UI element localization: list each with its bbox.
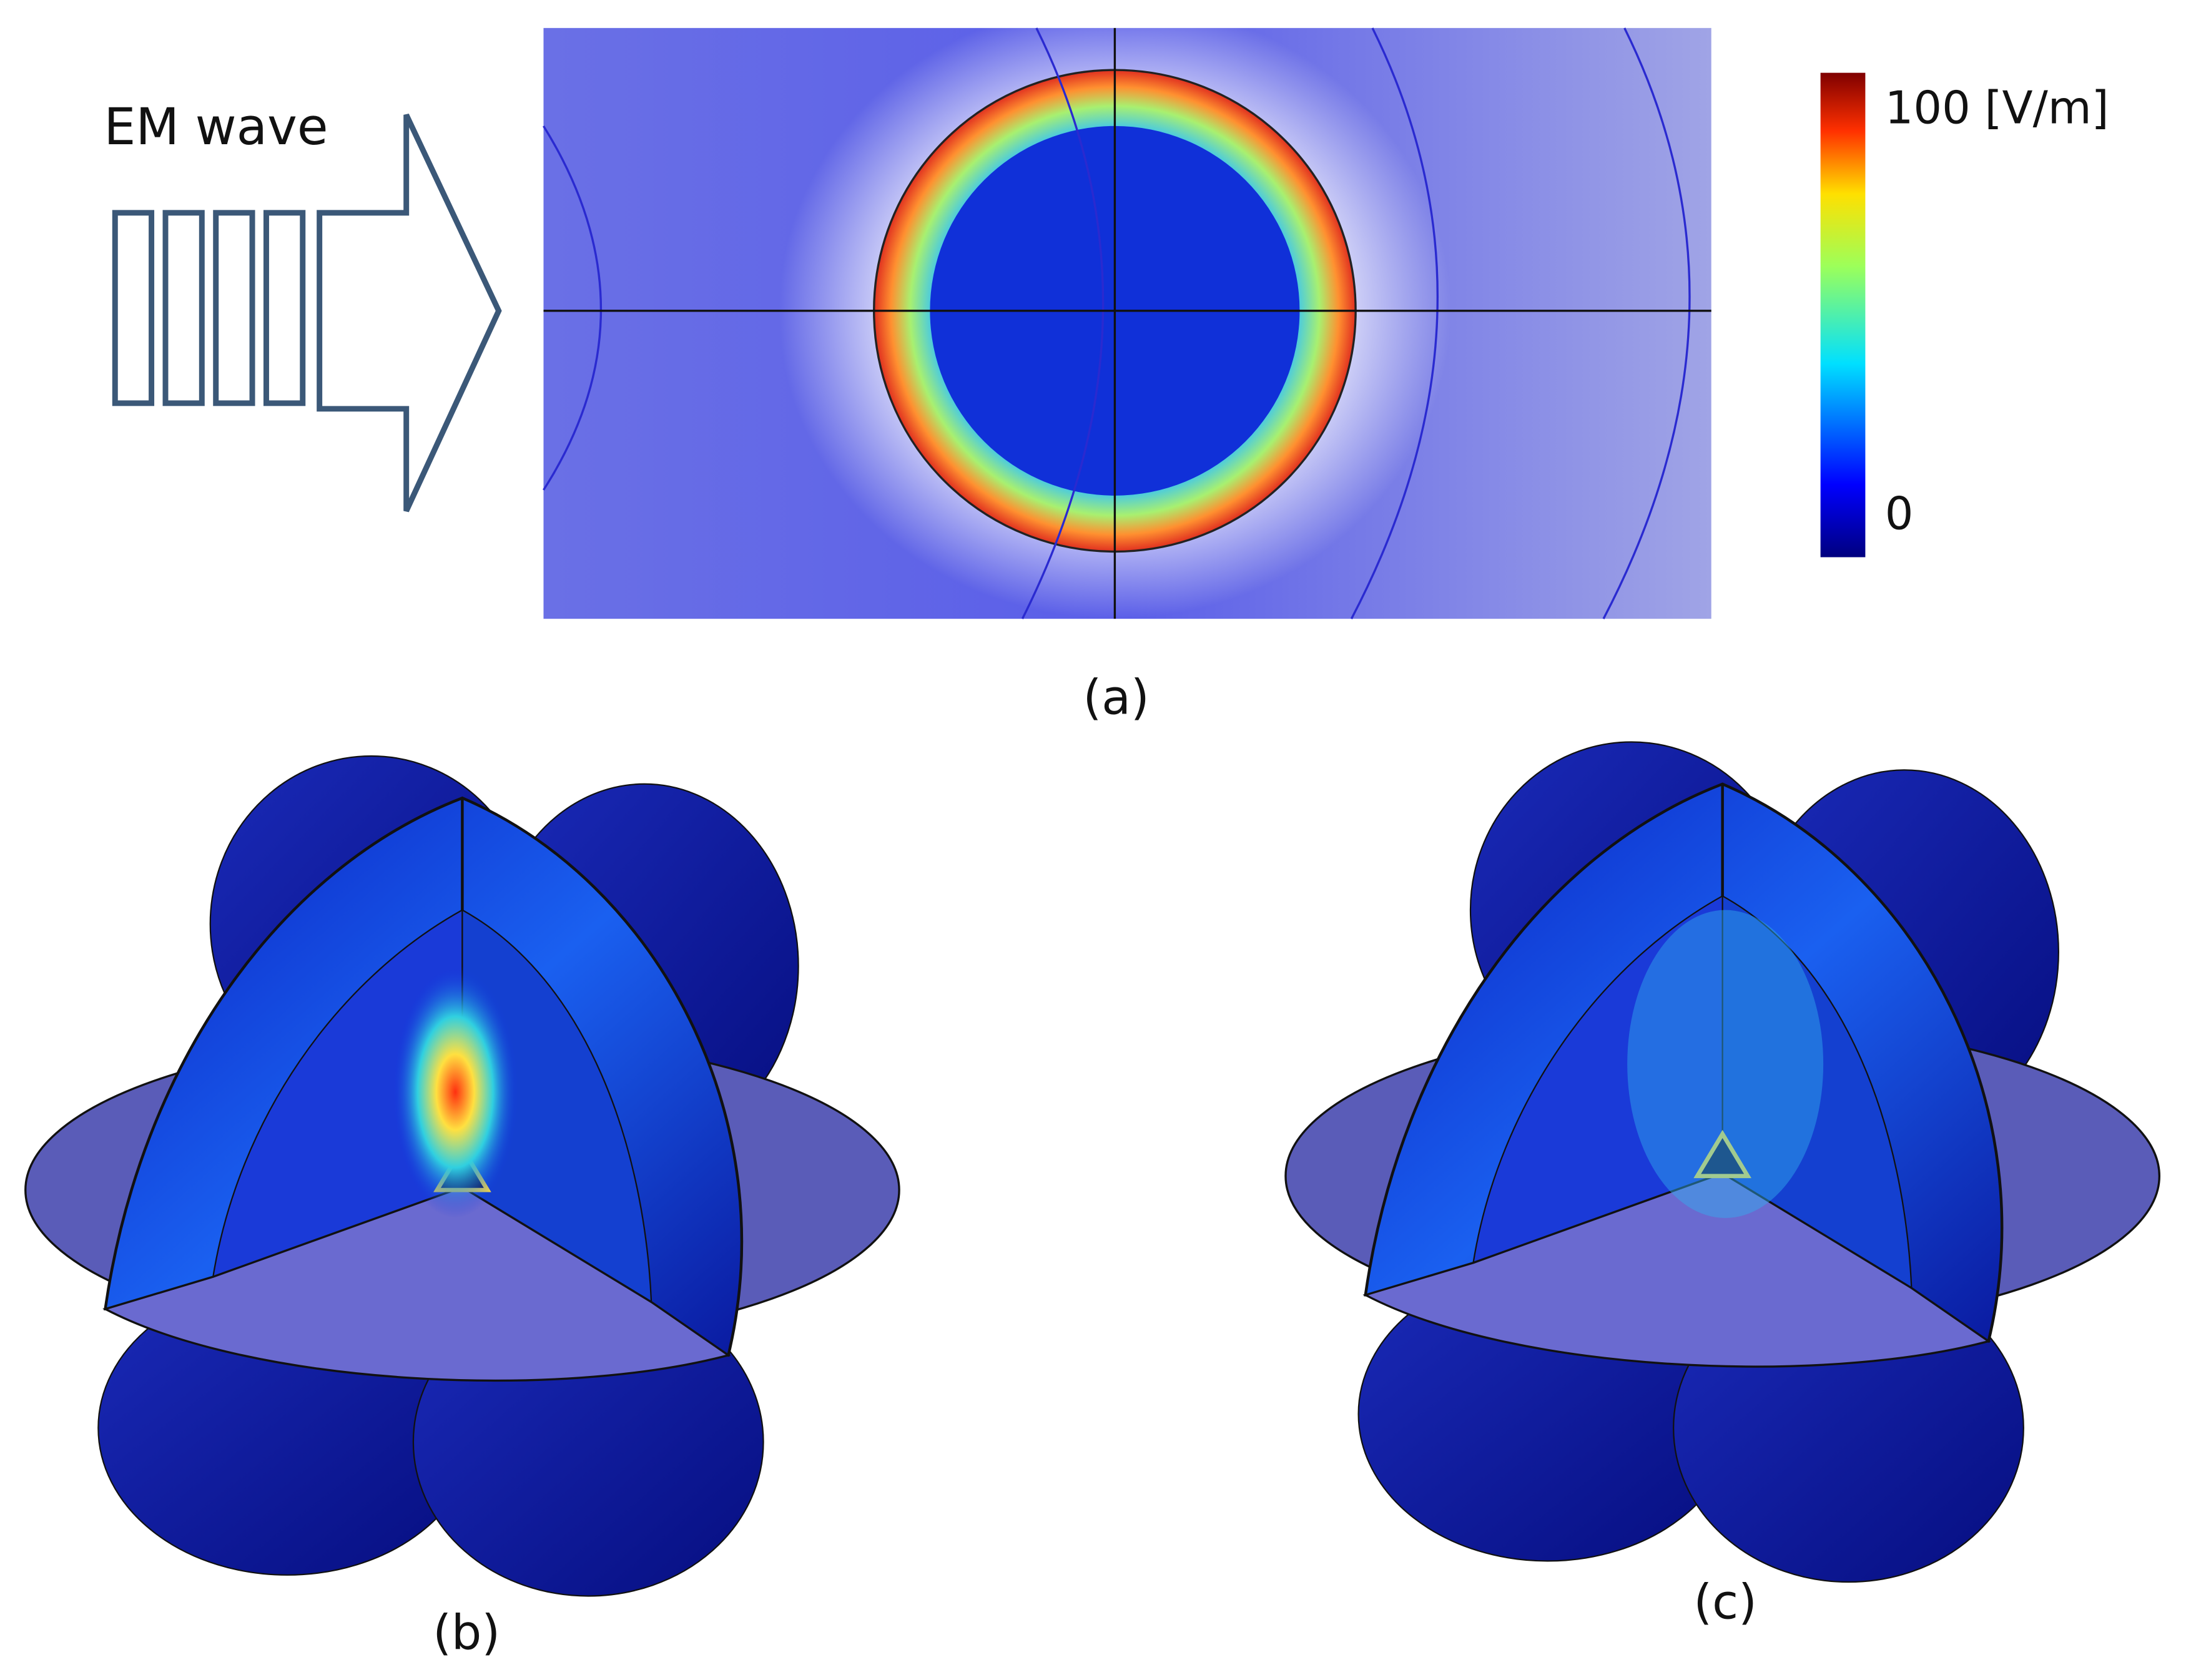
panel-label: (b) — [433, 1605, 500, 1661]
panel-label: (c) — [1693, 1574, 1756, 1629]
panel-label: (a) — [1083, 670, 1150, 725]
arrow-label: EM wave — [104, 98, 328, 157]
panel-a: EM wave 100 [V/m] 0 (a) — [104, 2, 2109, 725]
panel-c: (c) — [1286, 742, 2159, 1629]
colorbar — [1820, 72, 1866, 558]
wave-arrow — [112, 113, 502, 513]
colorbar-min: 0 — [1885, 488, 1914, 540]
colorbar-max: 100 [V/m] — [1885, 81, 2109, 134]
field-spot — [1627, 910, 1824, 1218]
wavefronts — [543, 27, 1691, 619]
panel-b: (b) — [26, 756, 899, 1661]
hot-spot — [392, 966, 519, 1218]
